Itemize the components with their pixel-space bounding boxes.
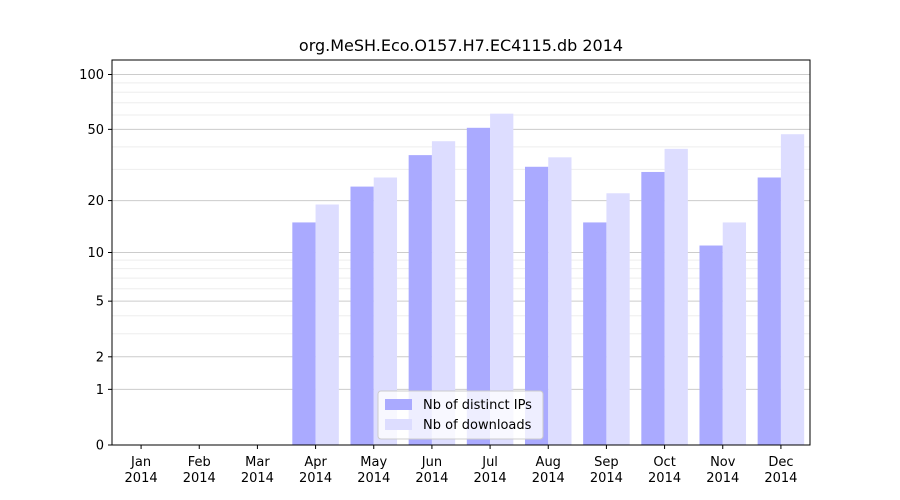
x-tick-label-year: 2014 [532,471,565,486]
bar [373,177,398,445]
bar [757,177,781,445]
legend-swatch [385,419,412,430]
legend-swatch [385,399,412,410]
bar [641,171,665,445]
bar [466,127,491,446]
bar [490,113,514,446]
legend-label: Nb of downloads [423,418,532,433]
grid [112,74,810,390]
bar [606,193,630,445]
x-tick-label-month: Aug [536,455,561,470]
x-tick-label-year: 2014 [474,471,507,486]
bar [431,141,456,446]
bar [350,186,374,445]
bar [315,204,339,445]
axes: 0125102050100Jan2014Feb2014Mar2014Apr201… [79,68,797,486]
x-tick-label-month: Jun [421,455,442,470]
x-tick-label-month: Jul [481,455,498,470]
bar [408,155,432,446]
x-tick-label-year: 2014 [125,471,158,486]
x-tick-label-year: 2014 [590,471,623,486]
legend-label: Nb of distinct IPs [423,398,532,413]
y-tick-label: 20 [87,194,104,209]
chart-title: org.MeSH.Eco.O157.H7.EC4115.db 2014 [299,36,623,55]
legend-box [377,390,544,440]
bar [699,245,723,445]
y-tick-label: 10 [87,246,104,261]
legend: Nb of distinct IPs Nb of downloads [377,390,544,440]
x-tick-label-year: 2014 [183,471,216,486]
y-tick-label: 1 [96,383,104,398]
x-tick-label-year: 2014 [764,471,797,486]
bar [722,222,747,445]
x-tick-label-month: Jan [130,455,151,470]
x-tick-label-year: 2014 [299,471,332,486]
y-tick-label: 5 [96,295,104,310]
x-tick-label-month: Oct [653,455,675,470]
y-tick-label: 100 [79,68,104,83]
bar [664,148,688,445]
x-tick-label-month: Nov [710,455,736,470]
y-tick-label: 50 [87,123,104,138]
bar [548,157,572,445]
x-tick-label-year: 2014 [706,471,739,486]
bar [583,222,607,445]
x-tick-label-year: 2014 [415,471,448,486]
bars [292,113,805,446]
x-tick-label-month: Feb [188,455,211,470]
y-tick-label: 0 [96,439,104,454]
x-tick-label-month: May [360,455,387,470]
x-tick-label-year: 2014 [241,471,274,486]
bar [524,166,549,446]
x-tick-label-year: 2014 [648,471,681,486]
y-tick-label: 2 [96,350,104,365]
x-tick-label-month: Apr [304,455,327,470]
x-tick-label-month: Mar [245,455,270,470]
x-tick-label-month: Sep [594,455,619,470]
x-tick-label-month: Dec [768,455,793,470]
bar [780,134,805,445]
x-tick-label-year: 2014 [357,471,390,486]
bar [292,222,316,445]
